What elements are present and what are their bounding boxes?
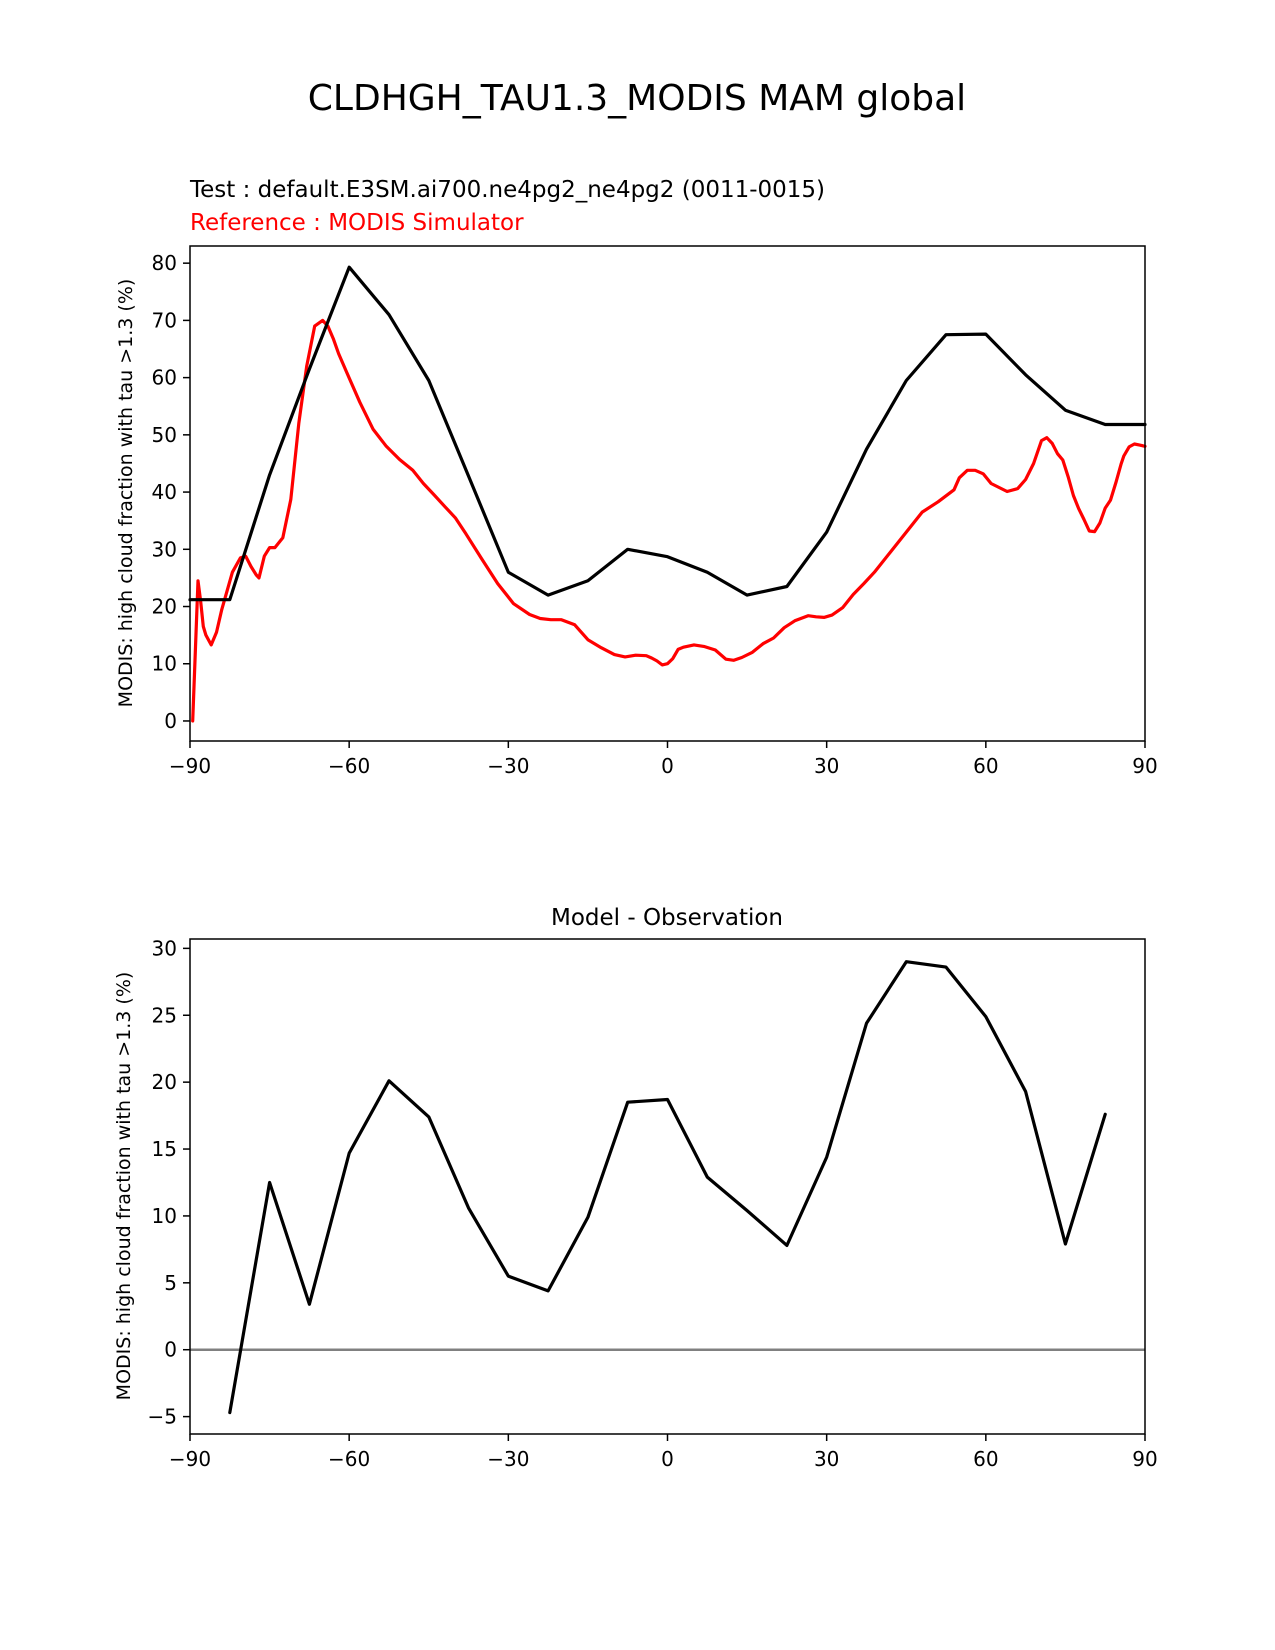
x-tick-label: −30 — [487, 1447, 529, 1471]
reference-label: Reference : MODIS Simulator — [190, 210, 524, 236]
x-tick-label: −60 — [328, 1447, 370, 1471]
y-tick-label: 60 — [152, 366, 177, 390]
difference-series-line — [228, 960, 1107, 1415]
y-tick-label: 10 — [152, 1204, 177, 1228]
top-axis-ticks: −90 −60 −30 0 30 60 90 0 10 20 30 40 50 60 70 80 — [152, 251, 1158, 778]
bottom-y-axis-label: MODIS: high cloud fraction with tau >1.3… — [113, 972, 135, 1401]
x-tick-label: −90 — [169, 1447, 211, 1471]
top-plot-frame — [189, 245, 1146, 742]
x-tick-label: −90 — [169, 754, 211, 778]
y-tick-label: −5 — [148, 1405, 177, 1429]
x-tick-label: 90 — [1132, 1447, 1157, 1471]
x-tick-label: 30 — [814, 754, 839, 778]
reference-series-line — [191, 318, 1147, 723]
bottom-panel: Model - Observation −90 −60 −30 0 30 60 90 −5 0 5… — [113, 905, 1158, 1471]
top-plot-lines — [188, 265, 1147, 723]
y-tick-label: 5 — [164, 1271, 177, 1295]
y-tick-label: 50 — [152, 423, 177, 447]
y-tick-label: 80 — [152, 251, 177, 275]
y-tick-label: 40 — [152, 480, 177, 504]
y-tick-label: 30 — [152, 936, 177, 960]
x-tick-label: −30 — [487, 754, 529, 778]
figure-title: CLDHGH_TAU1.3_MODIS MAM global — [308, 78, 966, 119]
x-tick-label: 0 — [661, 754, 674, 778]
y-tick-label: 25 — [152, 1003, 177, 1027]
bottom-axis-ticks: −90 −60 −30 0 30 60 90 −5 0 5 10 15 20 25 30 — [148, 936, 1158, 1471]
y-tick-label: 0 — [164, 1338, 177, 1362]
bottom-panel-title: Model - Observation — [551, 905, 783, 931]
y-tick-label: 0 — [164, 709, 177, 733]
x-tick-label: 90 — [1132, 754, 1157, 778]
y-tick-label: 30 — [152, 537, 177, 561]
y-tick-label: 15 — [152, 1137, 177, 1161]
test-series-line — [188, 265, 1147, 602]
bottom-plot-frame — [189, 938, 1146, 1435]
top-panel: Test : default.E3SM.ai700.ne4pg2_ne4pg2 … — [115, 177, 1158, 778]
y-tick-label: 70 — [152, 308, 177, 332]
y-tick-label: 10 — [152, 652, 177, 676]
x-tick-label: −60 — [328, 754, 370, 778]
top-y-axis-label: MODIS: high cloud fraction with tau >1.3… — [115, 279, 137, 708]
x-tick-label: 60 — [973, 754, 998, 778]
x-tick-label: 0 — [661, 1447, 674, 1471]
x-tick-label: 60 — [973, 1447, 998, 1471]
y-tick-label: 20 — [152, 595, 177, 619]
bottom-plot-lines — [190, 960, 1145, 1415]
y-tick-label: 20 — [152, 1070, 177, 1094]
test-label: Test : default.E3SM.ai700.ne4pg2_ne4pg2 … — [189, 177, 825, 203]
x-tick-label: 30 — [814, 1447, 839, 1471]
